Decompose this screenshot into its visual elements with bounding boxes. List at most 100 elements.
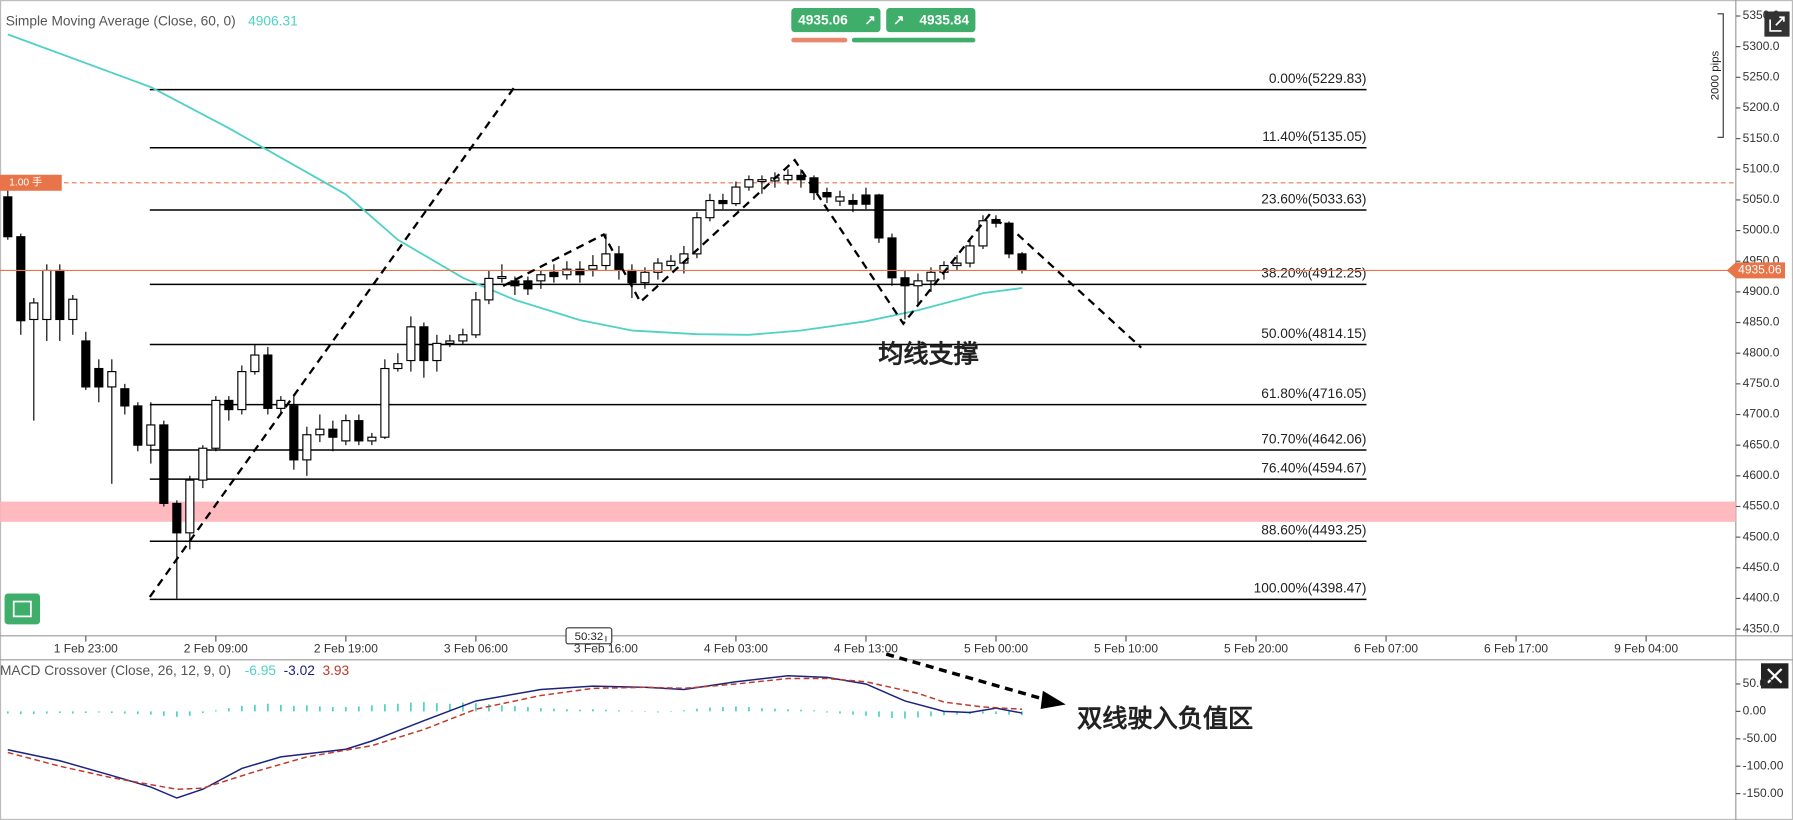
buy-button[interactable] (886, 8, 976, 33)
signal-value: 3.93 (322, 663, 349, 678)
buy-price[interactable]: 4935.84 (919, 12, 969, 27)
y-tick-label: 5100.0 (1743, 161, 1780, 175)
candle-body (172, 502, 182, 534)
candle-body (835, 196, 845, 202)
macd-plot (6, 675, 1023, 799)
candle-body (445, 340, 455, 344)
candle-body (55, 269, 65, 321)
y-tick-label: 4800.0 (1743, 345, 1780, 359)
candle-body (16, 236, 26, 322)
candle-body (198, 447, 208, 481)
annotation: 双线驶入负值区 (1077, 704, 1253, 733)
y-tick-label: 4700.0 (1743, 407, 1780, 421)
fib-label: 23.60%(5033.63) (1261, 191, 1366, 206)
candle-body (393, 363, 403, 370)
indicator-value: 4906.31 (248, 13, 298, 28)
sell-bar (791, 37, 848, 43)
fib-label: 11.40%(5135.05) (1262, 129, 1366, 144)
x-tick-label: 6 Feb 17:00 (1484, 642, 1548, 656)
x-tick-label: 2 Feb 09:00 (184, 642, 248, 656)
scale-note: 2000 pips (1709, 50, 1721, 100)
y-tick-label: 5250.0 (1743, 69, 1780, 83)
candle-body (796, 174, 806, 181)
y-tick-label: 4400.0 (1743, 591, 1780, 605)
x-tick-label: 3 Feb 16:00 (574, 642, 638, 656)
x-tick-label: 3 Feb 06:00 (444, 642, 508, 656)
y-tick-label: 4850.0 (1743, 315, 1780, 329)
candle-body (978, 220, 988, 247)
y-tick-label: 5150.0 (1743, 131, 1780, 145)
arrow-head (1040, 690, 1066, 710)
close-icon (1767, 668, 1783, 684)
candle-body (783, 174, 793, 181)
x-tick-label: 6 Feb 07:00 (1354, 642, 1418, 656)
candle-body (848, 199, 858, 205)
candle-body (354, 420, 364, 442)
candle-body (692, 217, 702, 255)
candle-body (640, 271, 650, 284)
candle-body (900, 277, 910, 287)
candle-body (705, 199, 715, 219)
candle-body (406, 326, 416, 362)
candle-body (536, 274, 546, 282)
candle-body (744, 179, 754, 188)
candle-body (471, 299, 481, 336)
candle-body (653, 262, 663, 273)
sell-button[interactable] (791, 8, 881, 33)
sell-price[interactable]: 4935.06 (798, 12, 848, 27)
candle-body (185, 479, 195, 534)
candle-body (419, 326, 429, 362)
candle-body (29, 302, 39, 321)
timer: 50:32 (575, 631, 604, 643)
annotation: 均线支撑 (878, 339, 979, 368)
candle-body (120, 388, 130, 407)
candle-body (263, 354, 273, 409)
candle-body (549, 271, 559, 278)
timer-box (565, 627, 613, 645)
candle-body (224, 399, 234, 411)
candle-body (809, 177, 819, 194)
y-tick-label: 0.00 (1743, 704, 1767, 718)
expand-icon (1769, 16, 1785, 32)
fib-label: 61.80%(4716.05) (1261, 386, 1366, 401)
tool-button[interactable] (4, 593, 41, 625)
candle-body (341, 420, 351, 442)
candle-body (965, 245, 975, 264)
y-tick-label: 4550.0 (1743, 499, 1780, 513)
y-tick-label: 5300.0 (1743, 39, 1780, 53)
fib-label: 38.20%(4912.25) (1261, 266, 1366, 281)
fib-label: 88.60%(4493.25) (1261, 523, 1366, 538)
candle-body (289, 405, 299, 461)
y-tick-label: 50.00 (1743, 676, 1773, 690)
indicator-title: MACD Crossover (Close, 26, 12, 9, 0) (0, 663, 231, 678)
candle-body (159, 424, 169, 504)
trend-line (148, 86, 516, 598)
y-tick-label: 4350.0 (1743, 621, 1780, 635)
candle-body (887, 237, 897, 279)
candle-body (601, 253, 611, 267)
candle-body (42, 269, 52, 321)
candle-body (562, 268, 572, 276)
y-tick-label: 4900.0 (1743, 284, 1780, 298)
candle-body (94, 367, 104, 388)
x-tick-label: 2 Feb 19:00 (314, 642, 378, 656)
hist-value: -6.95 (245, 663, 277, 678)
x-tick-label: 5 Feb 20:00 (1224, 642, 1288, 656)
fib-label: 100.00%(4398.47) (1254, 581, 1367, 596)
x-tick-label: 1 Feb 23:00 (54, 642, 118, 656)
candle-body (874, 194, 884, 239)
candle-body (575, 268, 585, 276)
y-tick-label: 5200.0 (1743, 100, 1780, 114)
pattern-line (502, 158, 1142, 349)
y-tick-label: 4750.0 (1743, 376, 1780, 390)
candle-body (861, 194, 871, 205)
indicator-title: Simple Moving Average (Close, 60, 0) (6, 13, 236, 28)
candle-body (484, 277, 494, 301)
candle-body (913, 280, 923, 287)
candle-body (3, 196, 13, 238)
support-zone (0, 501, 1736, 522)
candle-body (718, 199, 728, 205)
candle-body (458, 334, 468, 342)
